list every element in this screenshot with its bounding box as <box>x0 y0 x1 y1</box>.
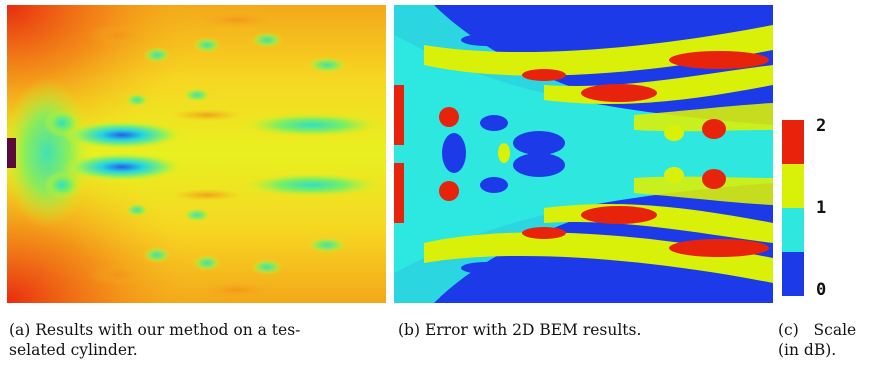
caption-b-line1: (b) Error with 2D BEM results. <box>398 321 642 339</box>
scale-segment-yellow <box>782 164 804 208</box>
caption-a: (a) Results with our method on a tes- se… <box>9 320 379 360</box>
caption-c: (c) Scale (in dB). <box>778 320 882 360</box>
results-heatmap <box>7 5 386 303</box>
scale-label-0: 0 <box>816 280 827 300</box>
caption-c-line1: (c) Scale <box>778 321 857 339</box>
caption-c-line2: (in dB). <box>778 341 837 359</box>
scale-label-2: 2 <box>816 116 827 136</box>
results-heatmap-image <box>7 5 386 303</box>
caption-b: (b) Error with 2D BEM results. <box>398 320 758 340</box>
scale-label-1: 1 <box>816 198 827 218</box>
caption-a-line2: selated cylinder. <box>9 341 138 359</box>
color-scale-bar <box>782 120 804 296</box>
source-marker <box>7 138 16 168</box>
caption-a-line1: (a) Results with our method on a tes- <box>9 321 301 339</box>
scale-segment-blue <box>782 252 804 296</box>
scale-segment-red <box>782 120 804 164</box>
error-map <box>394 5 773 303</box>
scale-segment-cyan <box>782 208 804 252</box>
color-scale: 2 1 0 <box>782 116 862 300</box>
error-map-image <box>394 5 773 303</box>
